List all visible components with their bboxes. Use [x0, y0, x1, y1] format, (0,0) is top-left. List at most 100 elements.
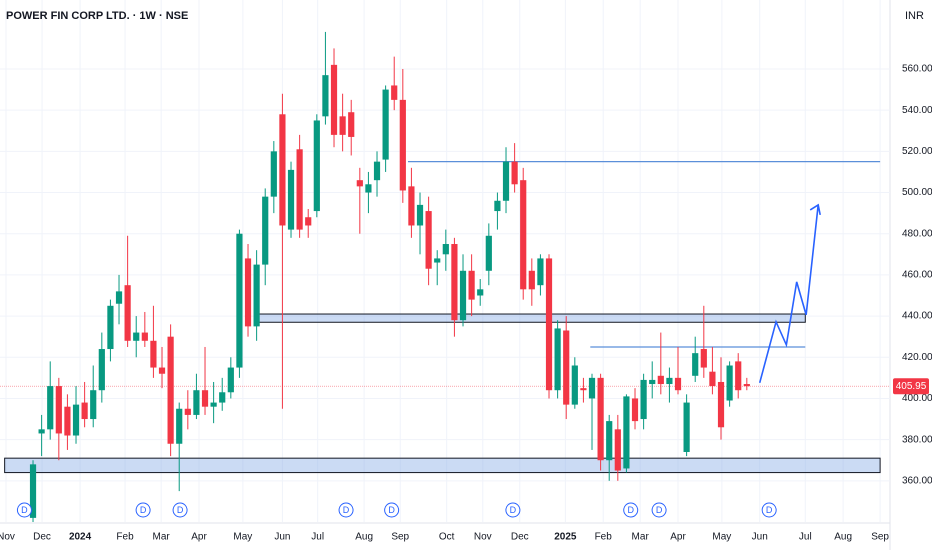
x-tick-label: Feb — [595, 532, 613, 543]
candle-body — [244, 258, 252, 327]
dividend-label: D — [343, 505, 350, 515]
candle-body — [623, 396, 630, 469]
candle-body — [201, 390, 209, 407]
chart-title: POWER FIN CORP LTD. · 1W · NSE — [6, 10, 188, 22]
candle-body — [348, 112, 355, 137]
dividend-label: D — [766, 505, 773, 515]
candle-body — [416, 204, 424, 226]
candle-body — [193, 390, 200, 415]
dividend-label: D — [177, 505, 184, 515]
candle-body — [468, 270, 475, 300]
candle-body — [631, 398, 639, 422]
candle-body — [588, 377, 596, 399]
x-tick-label: Nov — [474, 532, 492, 543]
candle-body — [55, 386, 62, 434]
y-tick-label: 380.00 — [902, 434, 932, 445]
candle-body — [98, 349, 105, 391]
candle-body — [296, 149, 303, 230]
y-tick-label: 520.00 — [902, 146, 932, 157]
candle-body — [90, 390, 97, 420]
dividend-marker — [16, 502, 32, 518]
candle-body — [158, 367, 166, 374]
candle-body — [115, 291, 123, 304]
x-tick-label: Mar — [153, 532, 171, 543]
candle-body — [743, 384, 750, 387]
dividend-label: D — [656, 505, 663, 515]
dividend-label: D — [388, 505, 395, 515]
candle-body — [597, 377, 604, 461]
candle-body — [81, 402, 88, 420]
candle-body — [709, 371, 716, 387]
candle-body — [408, 186, 415, 226]
x-tick-label: May — [233, 532, 252, 543]
dividend-marker — [651, 502, 667, 518]
dividend-marker — [172, 502, 188, 518]
x-tick-label: Jul — [311, 532, 324, 543]
candle-body — [339, 116, 346, 135]
candle-body — [72, 404, 80, 436]
candle-body — [313, 120, 320, 212]
x-tick-label: Nov — [0, 532, 15, 543]
candle-body — [141, 332, 148, 341]
dividend-marker — [623, 502, 639, 518]
candle-body — [29, 464, 37, 518]
candle-body — [485, 235, 492, 271]
y-tick-label: 460.00 — [902, 270, 932, 281]
x-tick-label: 2024 — [69, 532, 92, 543]
candle-body — [502, 161, 510, 201]
y-tick-label: 540.00 — [902, 105, 932, 116]
dividend-label: D — [627, 505, 634, 515]
candle-body — [683, 402, 690, 452]
y-tick-label: 440.00 — [902, 311, 932, 322]
candle-body — [545, 258, 553, 391]
candle-body — [365, 184, 372, 193]
candle-body — [580, 388, 587, 391]
candle-body — [606, 421, 613, 461]
candle-body — [279, 114, 286, 226]
candle-body — [666, 377, 673, 385]
candle-body — [554, 328, 561, 391]
candle-body — [571, 365, 578, 405]
candle-body — [442, 244, 449, 255]
candle-body — [330, 64, 338, 135]
candle-body — [236, 233, 243, 368]
candle-body — [356, 180, 363, 187]
x-tick-label: Sep — [871, 532, 889, 543]
dividend-marker — [505, 502, 521, 518]
dividend-marker — [761, 502, 777, 518]
x-tick-label: Sep — [391, 532, 409, 543]
candle-body — [47, 386, 54, 430]
candle-body — [726, 365, 733, 401]
candle-body — [477, 289, 484, 296]
x-tick-label: 2025 — [554, 532, 577, 543]
candle-body — [640, 379, 647, 420]
dividend-marker — [338, 502, 354, 518]
candle-body — [124, 285, 131, 341]
x-tick-label: Mar — [632, 532, 650, 543]
candle-body — [270, 151, 277, 197]
x-tick-label: Feb — [116, 532, 134, 543]
candle-body — [176, 408, 183, 444]
candle-body — [167, 336, 174, 444]
candle-body — [425, 211, 432, 269]
x-tick-label: Dec — [511, 532, 529, 543]
last-price-tag — [893, 378, 929, 395]
candle-body — [253, 264, 260, 327]
candle-body — [649, 379, 656, 385]
candle-body — [219, 392, 226, 403]
candle-body — [133, 332, 140, 341]
candle-body — [700, 349, 707, 368]
projection-path — [758, 204, 819, 384]
x-tick-label: Aug — [355, 532, 373, 543]
x-tick-label: Apr — [670, 532, 686, 543]
candle-body — [520, 180, 527, 290]
y-tick-label: 480.00 — [902, 228, 932, 239]
dividend-marker — [384, 502, 400, 518]
candle-body — [434, 258, 441, 263]
candle-body — [150, 340, 157, 368]
support-zone — [4, 457, 881, 474]
candle-body — [382, 89, 389, 160]
candle-body — [459, 270, 467, 321]
y-tick-label: 560.00 — [902, 64, 932, 75]
dividend-marker — [135, 502, 151, 518]
